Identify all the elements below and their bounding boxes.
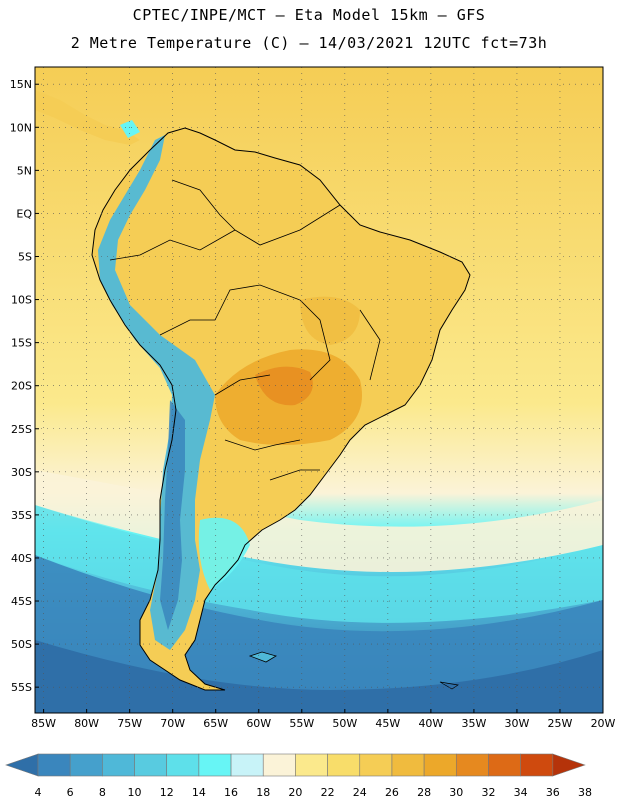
lon-label: 60W: [246, 717, 271, 730]
andes-cold-ribbon: [98, 135, 215, 650]
lat-label: 5S: [18, 250, 32, 263]
latitude-axis: 15N 10N 5N EQ 5S 10S 15S 20S 25S 30S 35S 40S 45S 50S 5…: [10, 78, 39, 694]
colorbar-label: 32: [481, 786, 495, 799]
falkland-islands: [248, 651, 277, 663]
colorbar-label: 8: [99, 786, 106, 799]
colorbar-segment: [391, 753, 425, 777]
colorbar-segment: [198, 753, 232, 777]
lat-label: 45S: [11, 595, 32, 608]
colorbar-segment: [455, 753, 489, 777]
lat-label: 20S: [11, 380, 32, 393]
lon-label: 55W: [289, 717, 314, 730]
colorbar-segment: [102, 753, 135, 777]
central-america-land: [35, 90, 140, 145]
colorbar-segment: [423, 753, 457, 777]
map-frame: [34, 66, 604, 714]
lon-label: 80W: [74, 717, 99, 730]
lat-label: 35S: [11, 509, 32, 522]
transition-band: [35, 470, 603, 572]
colorbar-segment: [295, 753, 328, 777]
colorbar-label: 38: [578, 786, 592, 799]
lat-label: 5N: [17, 164, 32, 177]
colorbar-segment: [166, 753, 200, 777]
lon-label: 65W: [203, 717, 228, 730]
colorbar-label: 16: [224, 786, 238, 799]
lat-label: 40S: [11, 552, 32, 565]
warm-patch: [300, 296, 360, 345]
lat-label: 50S: [11, 638, 32, 651]
colorbar-label: 26: [385, 786, 399, 799]
colorbar-label: 4: [35, 786, 42, 799]
colorbar-label: 36: [546, 786, 560, 799]
colorbar-segment: [37, 753, 71, 777]
colorbar-label: 6: [67, 786, 74, 799]
lon-label: 25W: [548, 717, 573, 730]
lat-label: EQ: [16, 207, 32, 220]
lat-label: 30S: [11, 466, 32, 479]
colorbar-segment: [359, 753, 393, 777]
country-borders: [109, 179, 381, 481]
lon-label: 40W: [418, 717, 443, 730]
colorbar-label: 30: [449, 786, 463, 799]
colorbar-label: 28: [417, 786, 431, 799]
longitude-axis: 85W 80W 75W 70W 65W 60W 55W 50W 45W 40W 35W 30W 25W 2…: [31, 709, 616, 730]
colorbar-label: 18: [256, 786, 270, 799]
patagonia-cool: [198, 517, 250, 590]
coastline: [91, 127, 471, 691]
colorbar-segment: [134, 753, 168, 777]
lat-label: 15N: [10, 78, 32, 91]
colorbar-segment: [327, 753, 361, 777]
colorbar-segment: [69, 753, 103, 777]
lat-label: 55S: [11, 681, 32, 694]
hot-spot: [255, 366, 313, 406]
colorbar-label: 34: [514, 786, 528, 799]
lon-label: 20W: [591, 717, 616, 730]
colorbar-label: 22: [321, 786, 335, 799]
colorbar-right-arrow: [552, 753, 586, 777]
colorbar-segment: [488, 753, 521, 777]
lon-label: 70W: [160, 717, 185, 730]
andes-coldest: [160, 400, 185, 630]
lon-label: 75W: [117, 717, 142, 730]
lat-label: 25S: [11, 423, 32, 436]
colorbar-label: 12: [160, 786, 174, 799]
lon-label: 85W: [31, 717, 56, 730]
lon-label: 30W: [505, 717, 530, 730]
lon-label: 50W: [332, 717, 357, 730]
colorbar-label: 20: [288, 786, 302, 799]
colorbar-segment: [230, 753, 264, 777]
lon-label: 35W: [461, 717, 486, 730]
lon-label: 45W: [375, 717, 400, 730]
lat-label: 10S: [11, 294, 32, 307]
map-subtitle: 2 Metre Temperature (C) – 14/03/2021 12U…: [70, 34, 548, 52]
colorbar-segment: [520, 753, 554, 777]
colorbar-segment: [262, 753, 296, 777]
coldest-band: [35, 640, 603, 713]
lat-label: 10N: [10, 121, 32, 134]
colorbar-label: 10: [128, 786, 142, 799]
colorbar-label: 24: [353, 786, 367, 799]
central-america-peak: [120, 120, 140, 138]
colorbar-left-arrow: [5, 753, 39, 777]
lat-label: 15S: [11, 337, 32, 350]
map-title: CPTEC/INPE/MCT – Eta Model 15km – GFS: [132, 6, 486, 24]
colorbar-label: 14: [192, 786, 206, 799]
